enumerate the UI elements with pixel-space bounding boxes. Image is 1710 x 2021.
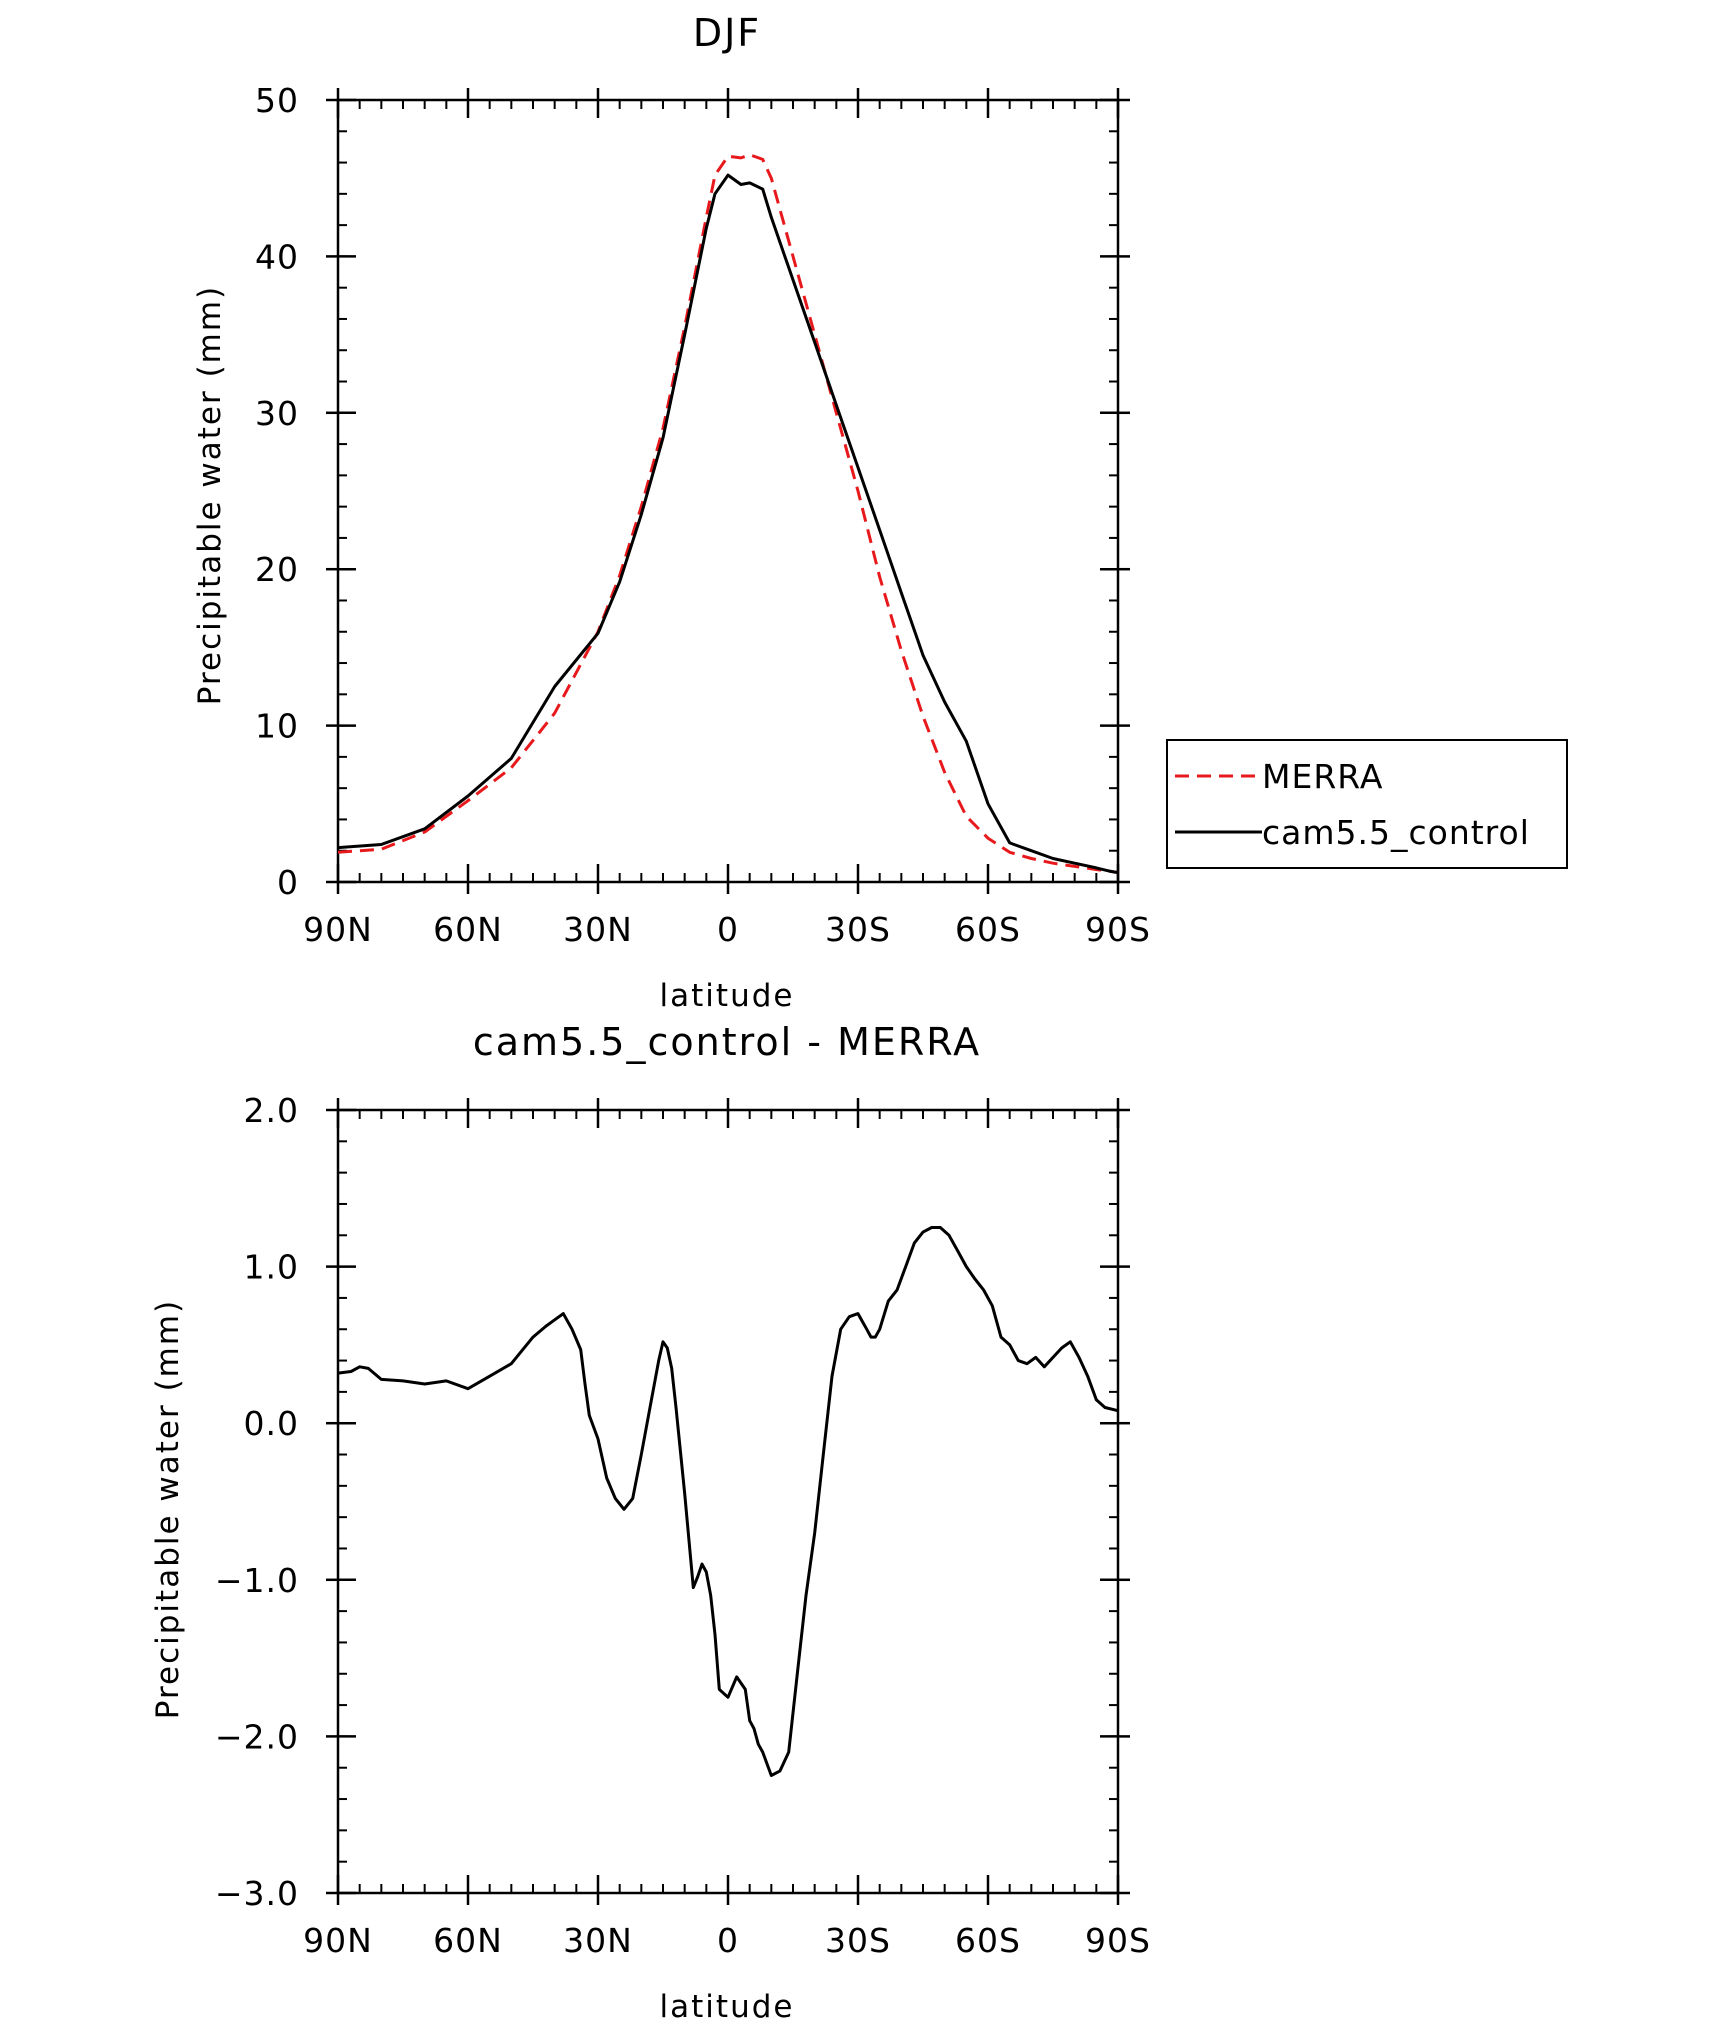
- y-tick-label: 0.0: [244, 1404, 299, 1443]
- panel-djf: DJF 90N 60N 30N 0 30S 60S 90S 0 10 20 30 40 50 latit…: [192, 11, 1568, 1014]
- y-tick-label: 0: [277, 863, 299, 902]
- x-tick-label: 0: [717, 1921, 739, 1960]
- chart-title: cam5.5_control - MERRA: [473, 1020, 981, 1064]
- x-tick-label: 30N: [563, 1921, 633, 1960]
- y-axis-label: Precipitable water (mm): [192, 285, 228, 705]
- x-tick-label: 30S: [825, 1921, 891, 1960]
- y-tick-label: 30: [255, 394, 299, 433]
- legend: MERRA cam5.5_control: [1166, 739, 1568, 869]
- y-tick-label: 20: [255, 550, 299, 589]
- series-line-cam5-5-control: [337, 173, 1119, 875]
- legend-label-merra: MERRA: [1262, 757, 1383, 796]
- series-line-merra: [337, 153, 1119, 875]
- plot-area: 90N 60N 30N 0 30S 60S 90S 0 10 20 30 40 50: [255, 81, 1151, 949]
- x-tick-label: 60S: [955, 910, 1021, 949]
- plot-frame: [336, 1108, 1120, 1895]
- y-tick-label: 2.0: [244, 1091, 299, 1130]
- legend-label-cam: cam5.5_control: [1262, 813, 1530, 852]
- y-axis-label: Precipitable water (mm): [150, 1299, 186, 1719]
- x-tick-label: 30S: [825, 910, 891, 949]
- x-tick-label: 60N: [433, 910, 503, 949]
- chart-title: DJF: [693, 11, 761, 55]
- x-tick-label: 90N: [303, 1921, 373, 1960]
- x-tick-label: 90S: [1085, 910, 1151, 949]
- panel-difference: cam5.5_control - MERRA 90N 60N 30N 0 30S 60S 9…: [150, 1020, 1151, 2021]
- y-tick-label: 50: [255, 81, 299, 120]
- x-tick-label: 90S: [1085, 1921, 1151, 1960]
- series-line-difference: [337, 1226, 1119, 1777]
- plot-frame: [336, 98, 1120, 884]
- plot-area: 90N 60N 30N 0 30S 60S 90S −3.0 −2.0 −1.0 0.0 1.0 2.0: [215, 1091, 1151, 1960]
- x-axis-label: latitude: [660, 978, 795, 1014]
- x-tick-label: 90N: [303, 910, 373, 949]
- y-tick-label: −1.0: [215, 1561, 299, 1600]
- y-tick-label: 1.0: [244, 1248, 299, 1287]
- x-tick-label: 0: [717, 910, 739, 949]
- x-axis-label: latitude: [660, 1989, 795, 2021]
- y-tick-label: 10: [255, 707, 299, 746]
- legend-box: [1166, 739, 1568, 869]
- y-tick-label: −2.0: [215, 1717, 299, 1756]
- x-tick-label: 60N: [433, 1921, 503, 1960]
- x-tick-label: 30N: [563, 910, 633, 949]
- y-tick-label: −3.0: [215, 1874, 299, 1913]
- x-tick-label: 60S: [955, 1921, 1021, 1960]
- y-tick-label: 40: [255, 237, 299, 276]
